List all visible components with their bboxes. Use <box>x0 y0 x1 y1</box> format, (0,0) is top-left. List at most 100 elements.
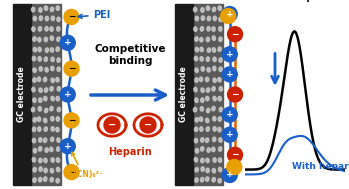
Ellipse shape <box>32 56 36 61</box>
Text: −: − <box>231 30 239 39</box>
Ellipse shape <box>44 37 47 42</box>
Circle shape <box>60 139 75 154</box>
Ellipse shape <box>201 88 204 92</box>
Ellipse shape <box>206 177 209 181</box>
Ellipse shape <box>194 27 197 31</box>
Ellipse shape <box>212 177 215 182</box>
Ellipse shape <box>44 57 47 61</box>
Ellipse shape <box>33 37 36 41</box>
Ellipse shape <box>38 177 42 182</box>
Ellipse shape <box>213 96 216 101</box>
Circle shape <box>64 61 79 76</box>
Ellipse shape <box>212 168 216 173</box>
Ellipse shape <box>206 77 209 82</box>
Ellipse shape <box>201 177 204 182</box>
Ellipse shape <box>50 27 53 31</box>
Ellipse shape <box>206 127 209 131</box>
Ellipse shape <box>206 118 209 123</box>
Ellipse shape <box>206 168 209 173</box>
Circle shape <box>228 87 243 102</box>
Ellipse shape <box>33 78 36 82</box>
Ellipse shape <box>57 67 60 71</box>
Ellipse shape <box>50 177 53 182</box>
Circle shape <box>64 9 79 24</box>
Ellipse shape <box>39 88 42 92</box>
Ellipse shape <box>218 96 221 101</box>
Ellipse shape <box>32 127 36 132</box>
Ellipse shape <box>218 127 221 132</box>
Ellipse shape <box>195 68 198 72</box>
Ellipse shape <box>39 167 42 171</box>
Circle shape <box>140 117 156 133</box>
Ellipse shape <box>57 37 60 42</box>
Ellipse shape <box>44 108 48 113</box>
Circle shape <box>221 9 236 23</box>
Ellipse shape <box>31 7 35 12</box>
Ellipse shape <box>51 96 54 101</box>
Bar <box>13 4 31 185</box>
Circle shape <box>104 117 120 133</box>
Ellipse shape <box>200 107 203 111</box>
Text: With heparin: With heparin <box>292 162 349 170</box>
Ellipse shape <box>194 127 198 132</box>
Ellipse shape <box>199 117 203 122</box>
Ellipse shape <box>200 57 203 61</box>
Ellipse shape <box>44 88 48 92</box>
Ellipse shape <box>201 167 204 171</box>
Ellipse shape <box>39 158 42 163</box>
Ellipse shape <box>50 147 53 152</box>
Ellipse shape <box>206 96 209 101</box>
Ellipse shape <box>39 67 42 71</box>
Ellipse shape <box>213 158 216 162</box>
Ellipse shape <box>43 138 47 143</box>
Ellipse shape <box>218 47 221 51</box>
Ellipse shape <box>201 16 205 20</box>
Bar <box>31 4 61 185</box>
Ellipse shape <box>219 138 222 142</box>
Ellipse shape <box>193 7 197 12</box>
Ellipse shape <box>57 27 60 31</box>
Ellipse shape <box>33 47 37 52</box>
Ellipse shape <box>201 138 204 142</box>
Ellipse shape <box>195 16 199 21</box>
Ellipse shape <box>206 6 210 10</box>
Ellipse shape <box>219 17 222 22</box>
Ellipse shape <box>213 66 216 71</box>
Ellipse shape <box>45 148 48 152</box>
Ellipse shape <box>219 107 223 112</box>
Ellipse shape <box>44 96 47 101</box>
Ellipse shape <box>38 57 41 61</box>
Ellipse shape <box>206 88 210 92</box>
Ellipse shape <box>32 87 35 92</box>
Ellipse shape <box>38 147 42 151</box>
Ellipse shape <box>50 48 54 52</box>
Ellipse shape <box>37 77 41 81</box>
Ellipse shape <box>57 167 60 172</box>
Ellipse shape <box>50 36 53 40</box>
Ellipse shape <box>207 108 210 113</box>
Ellipse shape <box>37 117 41 122</box>
Ellipse shape <box>39 8 42 12</box>
Ellipse shape <box>212 147 215 152</box>
Text: −: − <box>144 120 152 130</box>
Ellipse shape <box>207 26 210 31</box>
Circle shape <box>227 160 242 174</box>
Ellipse shape <box>218 117 222 121</box>
Ellipse shape <box>207 148 210 152</box>
Ellipse shape <box>57 107 60 112</box>
Ellipse shape <box>219 37 222 42</box>
Ellipse shape <box>51 158 54 162</box>
Text: Fe(CN)₆³⁻: Fe(CN)₆³⁻ <box>63 152 103 179</box>
Ellipse shape <box>213 117 216 121</box>
Ellipse shape <box>51 117 54 121</box>
Bar <box>193 4 223 185</box>
Text: +: + <box>226 50 233 59</box>
Ellipse shape <box>44 168 47 173</box>
Ellipse shape <box>57 58 60 62</box>
Ellipse shape <box>195 98 198 102</box>
Bar <box>175 4 193 185</box>
Ellipse shape <box>212 7 216 12</box>
Text: −: − <box>68 64 75 73</box>
Ellipse shape <box>39 16 43 20</box>
Ellipse shape <box>38 37 41 42</box>
